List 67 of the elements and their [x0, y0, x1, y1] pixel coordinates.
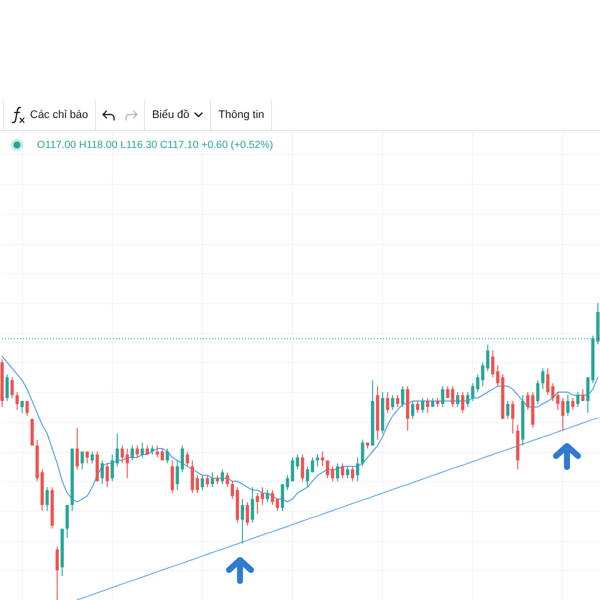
text: O117.00 H118.00 L116.30 C117.10 +0.60 (+0.52%) — [37, 140, 274, 150]
candlestick — [90, 451, 94, 464]
candlestick — [280, 484, 284, 512]
candlestick — [426, 398, 430, 414]
candlestick — [270, 490, 274, 506]
candlestick — [360, 439, 364, 467]
candlestick — [76, 427, 79, 470]
candlestick — [276, 498, 280, 512]
candlestick — [421, 398, 424, 414]
candlestick — [506, 400, 510, 420]
candlestick — [200, 474, 204, 491]
candlestick — [46, 486, 49, 512]
candlestick — [416, 400, 420, 414]
candlestick — [266, 490, 270, 502]
text: Thông tin — [218, 109, 264, 121]
candlestick — [250, 486, 254, 524]
candlestick — [10, 376, 14, 399]
candlestick — [170, 460, 174, 494]
candlestick — [246, 501, 250, 526]
candlestick — [210, 472, 214, 488]
candlestick — [461, 392, 464, 414]
candlestick — [411, 400, 414, 420]
candlestick — [346, 466, 350, 479]
candlestick — [320, 451, 324, 467]
candlestick — [401, 386, 404, 408]
candlestick — [206, 474, 210, 488]
candlestick — [100, 460, 104, 485]
candlestick — [340, 462, 344, 479]
text: Biểu đồ — [152, 109, 190, 121]
candlestick — [290, 456, 294, 482]
candlestick — [541, 368, 544, 390]
candlestick — [256, 492, 260, 514]
candlestick — [240, 498, 244, 544]
candlestick — [511, 400, 514, 434]
candlestick — [6, 374, 9, 402]
candlestick — [566, 394, 570, 416]
candlestick — [66, 504, 69, 538]
candlestick — [310, 456, 314, 473]
candlestick — [576, 392, 580, 408]
candlestick — [396, 394, 400, 408]
candlestick — [286, 474, 290, 491]
candlestick — [441, 386, 444, 408]
candlestick — [260, 486, 264, 506]
candlestick — [140, 442, 144, 458]
candlestick — [536, 380, 540, 404]
candlestick — [571, 398, 574, 410]
candlestick — [136, 445, 139, 458]
candlestick — [86, 451, 89, 464]
candlestick — [456, 392, 460, 408]
candlestick — [356, 456, 360, 482]
candlestick — [326, 460, 330, 479]
candlestick — [296, 454, 300, 470]
candlestick — [230, 480, 234, 500]
candlestick — [390, 394, 394, 410]
candlestick — [316, 454, 320, 467]
text: Các chỉ báo — [30, 109, 88, 121]
candlestick — [20, 400, 24, 414]
candlestick — [186, 451, 189, 467]
candlestick — [26, 400, 29, 416]
candlestick — [106, 462, 109, 488]
candlestick — [386, 392, 390, 414]
candlestick — [300, 454, 304, 482]
candlestick — [56, 546, 59, 600]
candlestick — [166, 448, 169, 464]
candlestick — [130, 445, 134, 461]
candlestick — [16, 392, 19, 410]
candlestick — [80, 451, 84, 470]
